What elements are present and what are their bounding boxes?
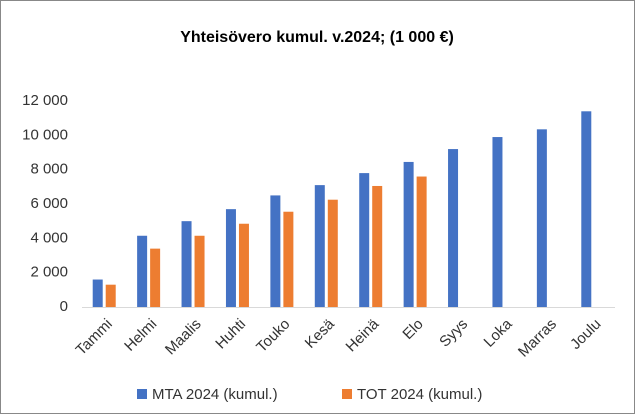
y-tick-label: 6 000 [30,195,68,212]
y-tick-label: 4 000 [30,229,68,246]
bar [270,195,281,307]
bar [403,161,414,307]
bar [238,223,249,307]
bar [137,235,148,307]
bar [225,209,236,307]
bar [181,221,192,307]
legend-label: MTA 2024 (kumul.) [152,386,278,403]
legend-label: TOT 2024 (kumul.) [357,386,482,403]
y-tick-label: 2 000 [30,264,68,281]
bar [92,279,103,307]
y-tick-label: 10 000 [22,126,68,143]
bar [492,137,503,307]
bar [194,235,205,307]
bar [150,248,161,307]
bar [536,129,547,307]
bar [372,185,383,307]
y-tick-label: 12 000 [22,92,68,109]
bar [314,185,325,307]
y-tick-label: 8 000 [30,161,68,178]
bar [448,149,459,307]
legend-swatch [342,389,352,399]
bar [283,211,294,307]
legend-swatch [137,389,147,399]
bar [416,176,427,307]
bar [359,173,370,307]
bar [327,199,338,307]
chart-title: Yhteisövero kumul. v.2024; (1 000 €) [180,29,454,46]
bar [105,284,116,307]
y-tick-label: 0 [60,298,68,315]
bar [581,111,592,307]
